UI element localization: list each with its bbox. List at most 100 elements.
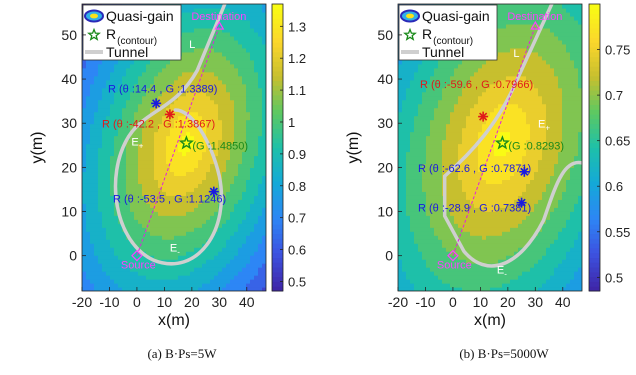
heat-cell: [238, 211, 243, 216]
heat-cell: [186, 187, 191, 192]
heat-cell: [254, 59, 259, 65]
heat-cell: [142, 131, 147, 137]
heat-cell: [258, 251, 263, 256]
heat-cell: [170, 287, 175, 291]
heat-cell: [238, 87, 243, 93]
heat-cell: [182, 235, 187, 240]
heat-cell: [206, 267, 211, 272]
heat-cell: [122, 95, 127, 101]
heat-cell: [190, 123, 195, 129]
heat-cell: [218, 135, 223, 141]
heat-cell: [262, 215, 266, 220]
heat-cell: [114, 107, 119, 113]
heat-cell: [106, 183, 111, 188]
heat-cell: [202, 151, 207, 157]
heat-cell: [90, 151, 95, 157]
heat-cell: [262, 151, 266, 157]
heat-cell: [458, 235, 463, 240]
heat-cell: [190, 275, 195, 280]
heat-cell: [170, 159, 175, 165]
heat-cell: [450, 183, 455, 188]
heat-cell: [230, 199, 235, 204]
heat-cell: [198, 155, 203, 161]
heat-cell: [402, 287, 407, 291]
heat-cell: [230, 183, 235, 188]
heat-cell: [238, 115, 243, 121]
heat-cell: [430, 83, 435, 89]
tunnel-label-sign: -: [177, 247, 180, 256]
heat-cell: [198, 115, 203, 121]
heat-cell: [182, 187, 187, 192]
heat-cell: [222, 11, 227, 17]
heat-cell: [214, 215, 219, 220]
heat-cell: [110, 223, 115, 228]
heat-cell: [262, 15, 266, 21]
heat-cell: [238, 4, 243, 9]
heat-cell: [138, 259, 143, 264]
heat-cell: [134, 127, 139, 133]
heat-cell: [174, 283, 179, 288]
heat-cell: [86, 151, 91, 157]
heat-cell: [190, 99, 195, 105]
heat-cell: [98, 219, 103, 224]
heat-cell: [430, 179, 435, 184]
colorbar-segment: [272, 247, 283, 254]
heat-cell: [422, 279, 427, 284]
heat-cell: [238, 199, 243, 204]
heat-cell: [438, 179, 443, 184]
heat-cell: [246, 83, 251, 89]
heat-cell: [458, 143, 463, 149]
heat-cell: [238, 159, 243, 165]
heat-cell: [230, 283, 235, 288]
heat-cell: [82, 75, 87, 81]
heat-cell: [126, 263, 131, 268]
heat-cell: [218, 103, 223, 109]
heat-cell: [458, 183, 463, 188]
heat-cell: [146, 95, 151, 101]
heat-cell: [206, 159, 211, 165]
heat-cell: [402, 279, 407, 284]
heat-cell: [414, 155, 419, 161]
heat-cell: [426, 271, 431, 276]
heat-cell: [258, 19, 263, 25]
heat-cell: [142, 219, 147, 224]
heat-cell: [150, 63, 155, 69]
heat-cell: [94, 71, 99, 77]
heat-cell: [454, 115, 459, 121]
heat-cell: [250, 39, 255, 45]
heat-cell: [194, 4, 199, 9]
heat-cell: [194, 155, 199, 161]
heat-cell: [254, 195, 259, 200]
heat-cell: [194, 187, 199, 192]
heat-cell: [430, 235, 435, 240]
heat-cell: [138, 163, 143, 169]
heat-cell: [426, 151, 431, 157]
heat-cell: [422, 215, 427, 220]
heat-cell: [226, 47, 231, 53]
heat-cell: [430, 159, 435, 165]
heat-cell: [178, 239, 183, 244]
heat-cell: [478, 99, 483, 105]
heat-cell: [238, 287, 243, 291]
heat-cell: [414, 211, 419, 216]
heat-cell: [106, 131, 111, 137]
heat-cell: [474, 195, 479, 200]
heat-cell: [142, 67, 147, 73]
heat-cell: [118, 123, 123, 129]
heat-cell: [190, 79, 195, 85]
heat-cell: [246, 95, 251, 101]
heat-cell: [470, 191, 475, 196]
heat-cell: [442, 171, 447, 177]
heat-cell: [418, 183, 423, 188]
colorbar-tick-label: 1.1: [288, 83, 306, 98]
heat-cell: [174, 175, 179, 180]
heat-cell: [482, 271, 487, 276]
heat-cell: [174, 203, 179, 208]
heat-cell: [90, 183, 95, 188]
heat-cell: [398, 67, 403, 73]
heat-cell: [254, 187, 259, 192]
heat-cell: [462, 91, 467, 97]
heat-cell: [438, 283, 443, 288]
heat-cell: [194, 231, 199, 236]
heat-cell: [202, 179, 207, 184]
